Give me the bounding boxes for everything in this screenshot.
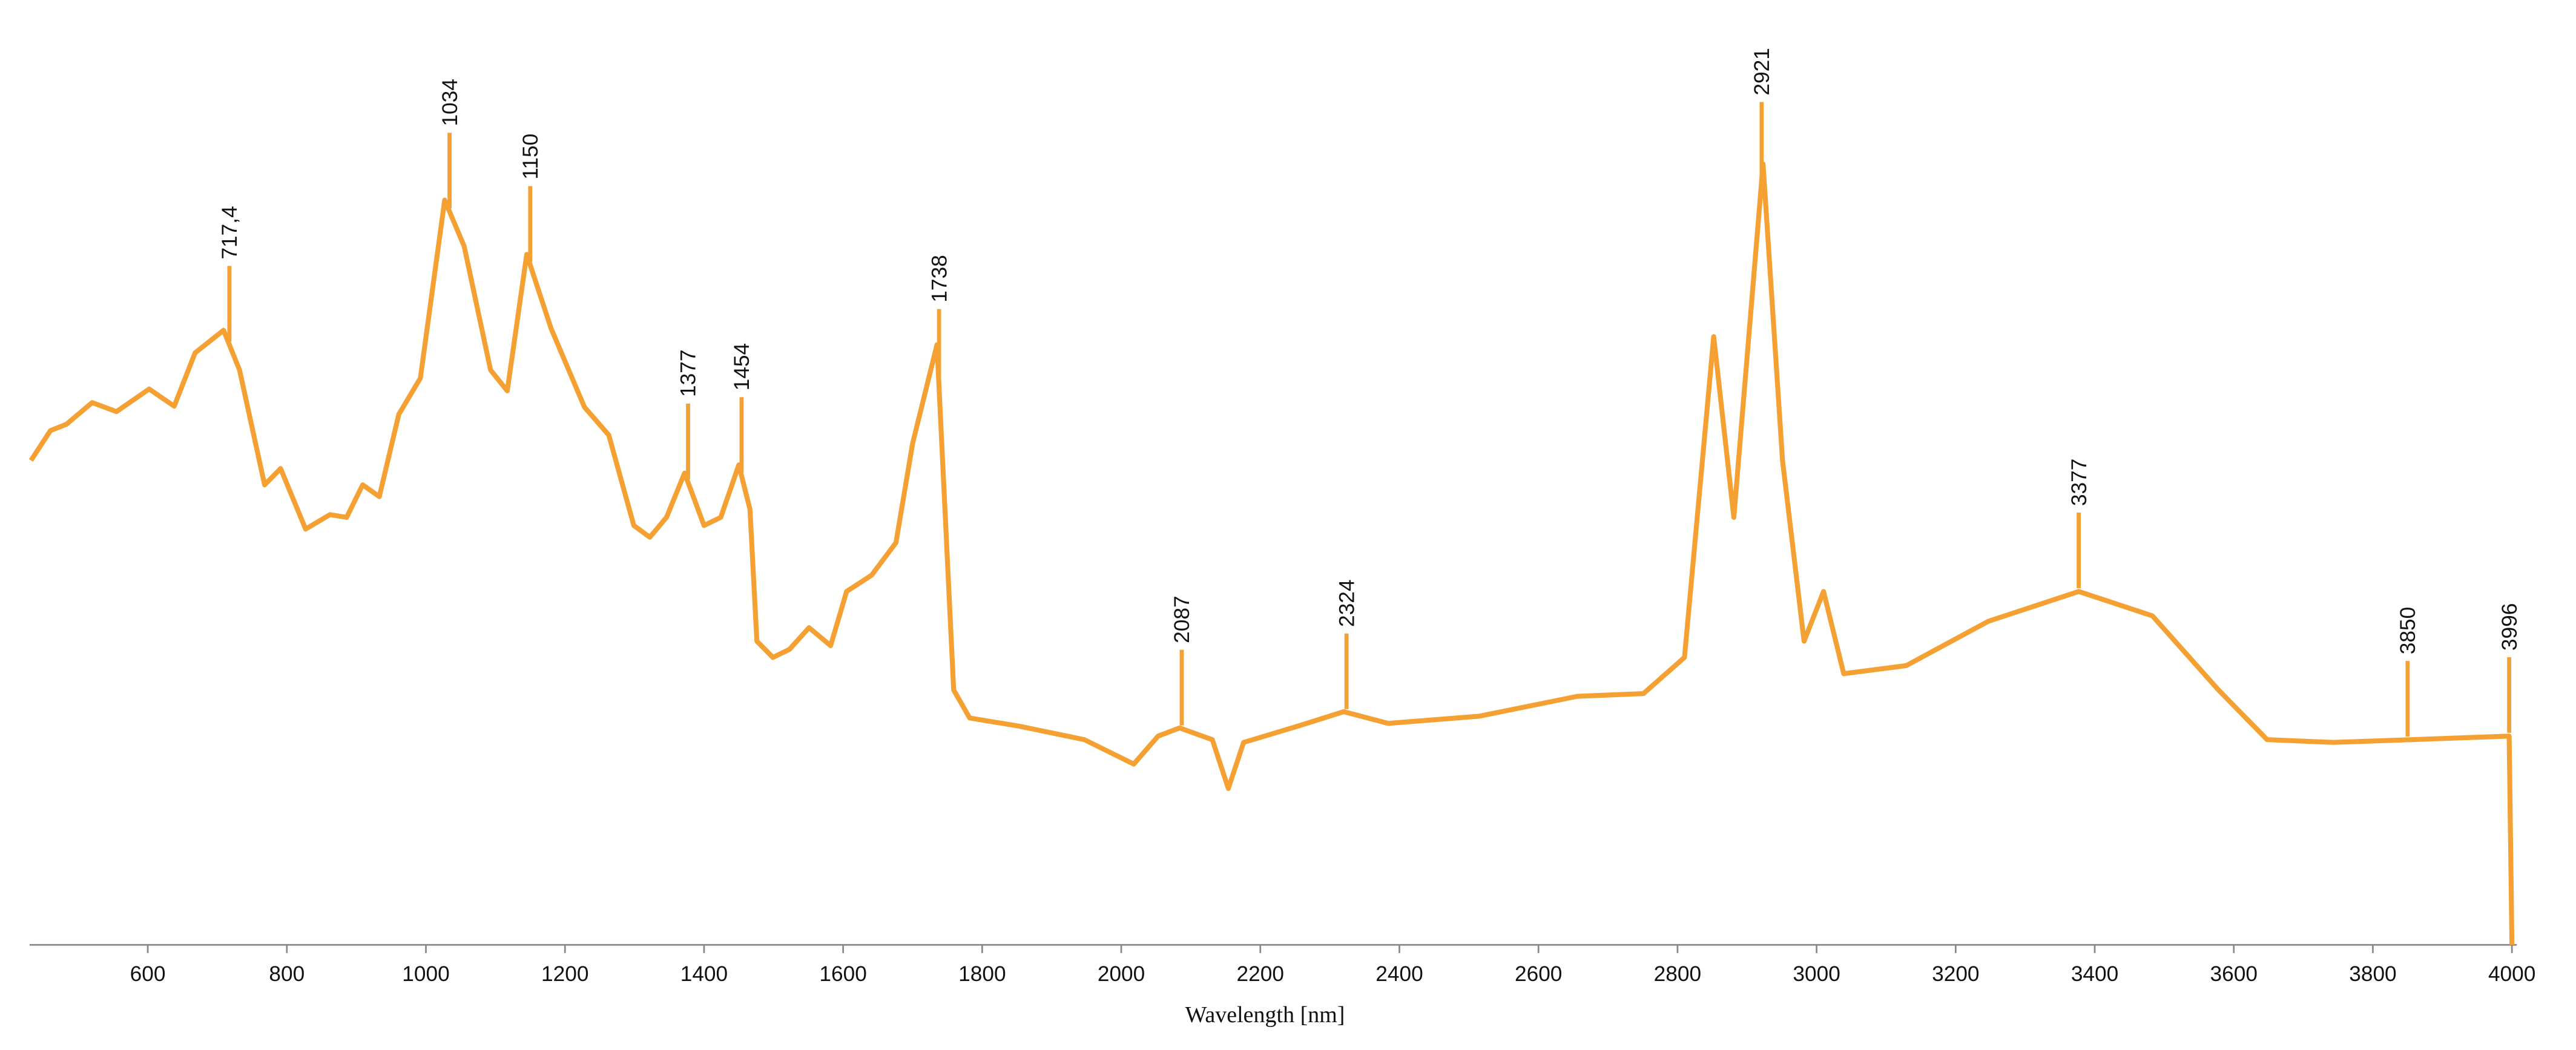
peak-label: 1738: [927, 255, 951, 302]
x-tick-label: 1400: [680, 962, 728, 986]
x-tick-label: 2800: [1654, 962, 1701, 986]
x-tick-label: 3600: [2210, 962, 2258, 986]
peak-label: 3996: [2498, 603, 2522, 651]
x-axis-label: Wavelength [nm]: [1185, 1002, 1345, 1028]
peak-label: 2087: [1170, 596, 1194, 643]
peak-label: 1150: [519, 134, 542, 180]
x-tick-label: 1200: [541, 962, 588, 986]
x-tick-label: 2400: [1375, 962, 1423, 986]
x-tick-label: 2000: [1098, 962, 1145, 986]
peak-label: 1454: [730, 343, 754, 390]
x-tick-label: 4000: [2488, 962, 2535, 986]
x-tick-label: 3800: [2349, 962, 2396, 986]
x-tick-label: 800: [269, 962, 305, 986]
peak-label: 2921: [1750, 48, 1774, 95]
x-tick-label: 1800: [958, 962, 1006, 986]
x-tick-label: 1000: [402, 962, 449, 986]
x-tick-label: 2600: [1515, 962, 1562, 986]
x-tick-label: 1600: [819, 962, 866, 986]
x-tick-label: 2200: [1237, 962, 1284, 986]
peak-label: 2324: [1335, 579, 1359, 626]
peak-label: 1034: [438, 79, 462, 126]
x-tick-label: 3000: [1793, 962, 1840, 986]
x-tick-label: 600: [130, 962, 166, 986]
peak-label: 717,4: [218, 206, 242, 259]
peak-label: 1377: [677, 350, 700, 397]
x-tick-label: 3200: [1932, 962, 1979, 986]
peak-label: 3850: [2396, 607, 2420, 654]
peak-label: 3377: [2067, 459, 2091, 506]
spectrum-line: [28, 161, 2515, 945]
x-tick-label: 3400: [2071, 962, 2118, 986]
